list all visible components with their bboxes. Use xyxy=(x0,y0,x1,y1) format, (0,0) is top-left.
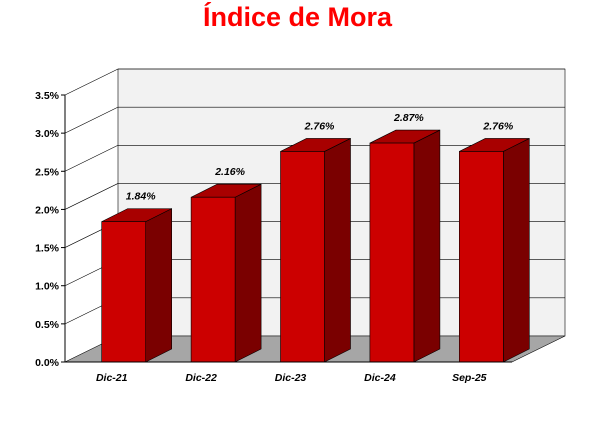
chart-title: Índice de Mora xyxy=(202,2,393,32)
bar xyxy=(280,137,351,363)
bar-front xyxy=(190,196,236,363)
bar-side xyxy=(234,183,262,363)
data-label: 2.87% xyxy=(393,112,424,124)
gridline-depth xyxy=(64,183,119,210)
y-axis: 0.0% 0.5% 1.0% 1.5% 2.0% 2.5% 3.0% 3.5% xyxy=(35,90,65,369)
bar-front xyxy=(369,142,415,363)
data-label: 2.76% xyxy=(304,120,335,132)
y-tick-label: 3.5% xyxy=(35,90,60,102)
bar xyxy=(190,183,262,363)
x-tick-label: Sep-25 xyxy=(452,372,487,384)
y-tick-label: 1.5% xyxy=(35,243,60,255)
y-tick-label: 2.0% xyxy=(35,204,60,216)
bar-front xyxy=(101,221,146,363)
x-tick-label: Dic-22 xyxy=(185,372,217,384)
bars: 1.84% 2.16% 2.76% 2.87% 2.76% xyxy=(101,112,530,363)
bar-side xyxy=(324,137,351,363)
x-tick-label: Dic-24 xyxy=(364,372,396,384)
gridline-depth xyxy=(64,145,119,172)
gridline-depth xyxy=(64,106,119,134)
data-label: 1.84% xyxy=(126,191,156,203)
bar-front xyxy=(280,151,325,363)
y-tick-label: 0.0% xyxy=(35,357,60,369)
bar-side xyxy=(145,208,172,363)
bar xyxy=(101,208,172,363)
x-tick-label: Dic-23 xyxy=(275,372,307,384)
y-tick-label: 2.5% xyxy=(35,166,60,178)
bar-side xyxy=(413,129,441,363)
y-tick-label: 3.0% xyxy=(35,128,60,140)
y-tick-label: 0.5% xyxy=(35,319,60,331)
bar xyxy=(458,137,530,363)
data-label: 2.16% xyxy=(214,166,245,178)
bar xyxy=(369,129,441,363)
data-label: 2.76% xyxy=(482,120,513,132)
bar-front xyxy=(458,151,504,363)
x-axis: Dic-21 Dic-22 Dic-23 Dic-24 Sep-25 xyxy=(65,361,512,384)
y-tick-label: 1.0% xyxy=(35,281,60,293)
gridline-depth xyxy=(64,68,119,96)
x-tick-label: Dic-21 xyxy=(96,372,128,384)
bar-side xyxy=(502,137,530,363)
